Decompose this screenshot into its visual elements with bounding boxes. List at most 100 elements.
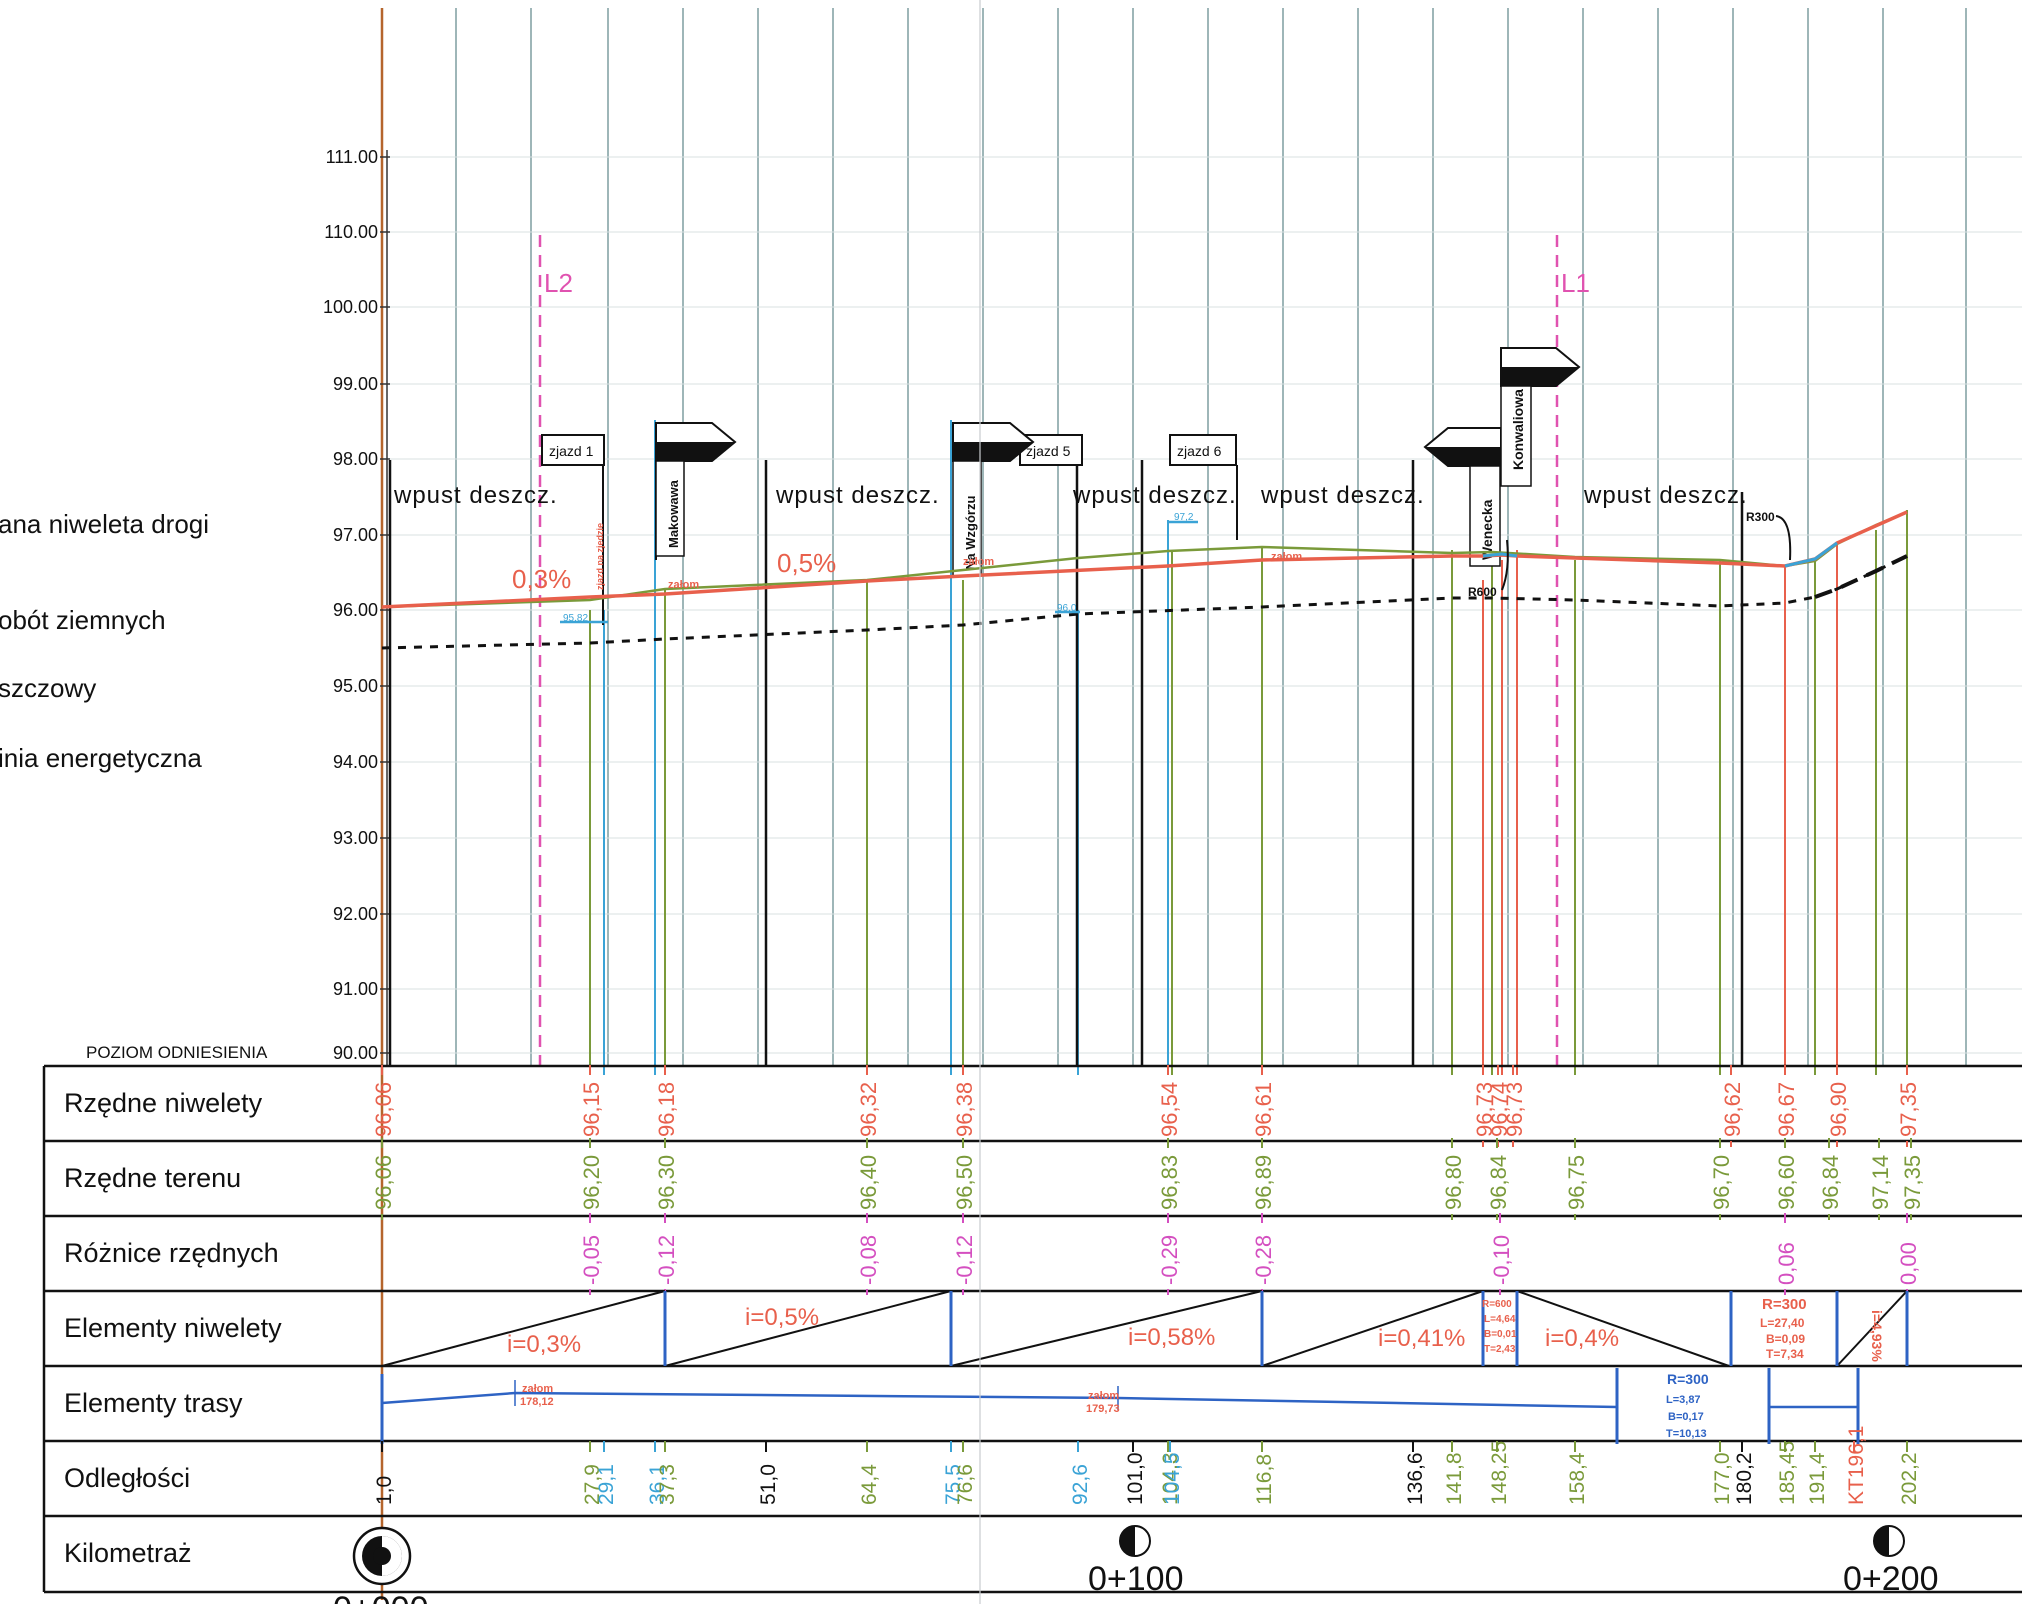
row-label: Rzędne niwelety (64, 1088, 263, 1118)
value-label: 96,75 (1564, 1155, 1589, 1210)
value-label: 97,14 (1868, 1155, 1893, 1210)
distance-label: 177,0 (1711, 1452, 1734, 1505)
km-marker-0 (352, 1526, 412, 1586)
distance-label: 191,4 (1806, 1452, 1829, 1505)
street-sign-wenecka: Wenecka (1423, 427, 1502, 567)
inlet-label: wpust deszcz. (1072, 482, 1237, 509)
y-axis-label: 92.00 (333, 904, 378, 924)
inlet-label: wpust deszcz. (775, 482, 940, 509)
street-sign-wzgorzu: Na Wzgórzu (952, 422, 1035, 577)
value-label: 0,00 (1896, 1242, 1921, 1285)
break-label: 179,73 (1086, 1403, 1120, 1415)
value-label: 0,06 (1774, 1242, 1799, 1285)
inlet-label: wpust deszcz. (1583, 482, 1748, 509)
distance-label: 51,0 (757, 1464, 780, 1505)
value-label: 96,73 (1502, 1082, 1527, 1137)
gradient-label: i=0,3% (507, 1331, 581, 1358)
vcurve-b-param: L=27,40 (1760, 1316, 1805, 1330)
legend: ana niweleta drogi obót ziemnych szczowy… (0, 509, 209, 773)
svg-text:Wenecka: Wenecka (1479, 499, 1495, 560)
vcurve-a-param: R=600 (1482, 1299, 1512, 1310)
svg-text:zjazd na zjedzie: zjazd na zjedzie (595, 523, 605, 590)
data-table: Rzędne niwelety Rzędne terenu Różnice rzęd… (42, 1064, 2022, 1594)
driveway-markers: zjazd 1 zjazd 5 zjazd 6 (541, 434, 1238, 625)
gradient-label: i=0,58% (1128, 1324, 1215, 1351)
value-label: 96,62 (1720, 1082, 1745, 1137)
distance-label: 180,2 (1733, 1452, 1756, 1505)
horizontal-grid (387, 156, 2022, 1054)
value-label: -0,29 (1157, 1235, 1182, 1285)
hcurve-param: B=0,17 (1668, 1411, 1704, 1423)
svg-text:95,82: 95,82 (563, 613, 588, 624)
y-axis-labels: 90.00 91.00 92.00 93.00 94.00 95.00 96.00 97.00… (323, 147, 390, 1063)
distance-label: 202,2 (1898, 1452, 1921, 1505)
value-label: 96,15 (579, 1082, 604, 1137)
row-roznice-values: -0,05 -0,12 -0,08 -0,12 -0,29 -0,28 -0,10 0,06 0… (579, 1213, 1921, 1295)
legend-item-deszczowy: szczowy (0, 673, 96, 703)
row-label: Rzędne terenu (64, 1163, 241, 1193)
vertical-grid (455, 8, 1967, 1066)
curve-label-r300: R300 (1746, 510, 1775, 524)
inlet-elevation-ticks (560, 520, 1198, 624)
km-label: 0+200 (1843, 1560, 1939, 1598)
value-label: 96,18 (654, 1082, 679, 1137)
distance-label: 104,5 (1161, 1452, 1184, 1505)
value-label: -0,12 (952, 1235, 977, 1285)
y-axis-label: 96.00 (333, 600, 378, 620)
distance-label: 29,1 (595, 1464, 618, 1505)
earthworks-line (381, 554, 1908, 650)
distance-label: 185,45 (1776, 1441, 1799, 1505)
break-labels: załom załom załom zjazd na zjedzie (595, 523, 1302, 591)
svg-text:Konwaliowa: Konwaliowa (1510, 389, 1526, 470)
earthworks-line-tail (1814, 554, 1908, 599)
street-sign-makowawa: Makowawa (655, 422, 737, 560)
km-label: 0+000 (333, 1590, 429, 1604)
row-teren-values: 96,06 96,20 96,30 96,40 96,50 96,83 96,89 96,80… (371, 1138, 1925, 1220)
distance-label: 104,3 (1159, 1452, 1182, 1505)
street-signs: Makowawa Na Wzgórzu Wenecka Konwaliowa (655, 347, 1581, 577)
svg-text:Na Wzgórzu: Na Wzgórzu (963, 496, 978, 570)
distance-label: 158,4 (1566, 1452, 1589, 1505)
value-label: 96,84 (1486, 1155, 1511, 1210)
value-label: -0,05 (579, 1235, 604, 1285)
y-axis-label: 90.00 (333, 1043, 378, 1063)
vcurve-b-param: T=7,34 (1766, 1347, 1804, 1361)
break-label: 178,12 (520, 1396, 554, 1408)
vcurve-b-param: R=300 (1762, 1296, 1807, 1313)
distance-label: 92,6 (1069, 1464, 1092, 1505)
row-label: Kilometraż (64, 1538, 192, 1568)
driveway-label: zjazd 6 (1177, 443, 1222, 459)
svg-text:97,2: 97,2 (1174, 512, 1194, 523)
terrain-line (381, 510, 1908, 609)
hcurve-param: R=300 (1667, 1371, 1709, 1387)
driveway-label: zjazd 5 (1026, 443, 1071, 459)
value-label: 96,20 (579, 1155, 604, 1210)
row-elementy-trasy: załom 178,12 załom 179,73 R=300 L=3,87 B… (380, 1368, 1860, 1444)
y-axis-label: 99.00 (333, 374, 378, 394)
y-axis-label: 97.00 (333, 525, 378, 545)
curve-label-r600: R600 (1468, 585, 1497, 599)
vcurve-a-param: B=0,01 (1484, 1329, 1517, 1340)
distance-label: 148,25 (1488, 1441, 1511, 1505)
grade-label-1: 0,3% (512, 564, 571, 594)
value-label: 96,54 (1157, 1082, 1182, 1137)
value-label: 96,30 (654, 1155, 679, 1210)
value-label: 96,89 (1251, 1155, 1276, 1210)
driveway-label: zjazd 1 (549, 443, 594, 459)
distance-label: KT196,1 (1845, 1426, 1868, 1505)
value-label: -0,08 (856, 1235, 881, 1285)
inlet-labels: wpust deszcz. wpust deszcz. wpust deszcz… (393, 482, 1748, 509)
km-marker-100 (1119, 1525, 1151, 1557)
hcurve-param: L=3,87 (1666, 1394, 1701, 1406)
svg-text:96,0: 96,0 (1057, 603, 1077, 614)
value-label: 96,70 (1709, 1155, 1734, 1210)
row-label: Elementy trasy (64, 1388, 243, 1418)
row-label: Różnice rzędnych (64, 1238, 279, 1268)
value-label: 96,50 (952, 1155, 977, 1210)
value-label: 96,80 (1441, 1155, 1466, 1210)
vcurve-a-param: T=2,43 (1484, 1344, 1516, 1355)
value-label: 96,73 (1472, 1082, 1497, 1137)
svg-text:załom: załom (668, 579, 699, 591)
distance-label: 1,0 (373, 1476, 396, 1505)
distance-label: 101,0 (1124, 1452, 1147, 1505)
